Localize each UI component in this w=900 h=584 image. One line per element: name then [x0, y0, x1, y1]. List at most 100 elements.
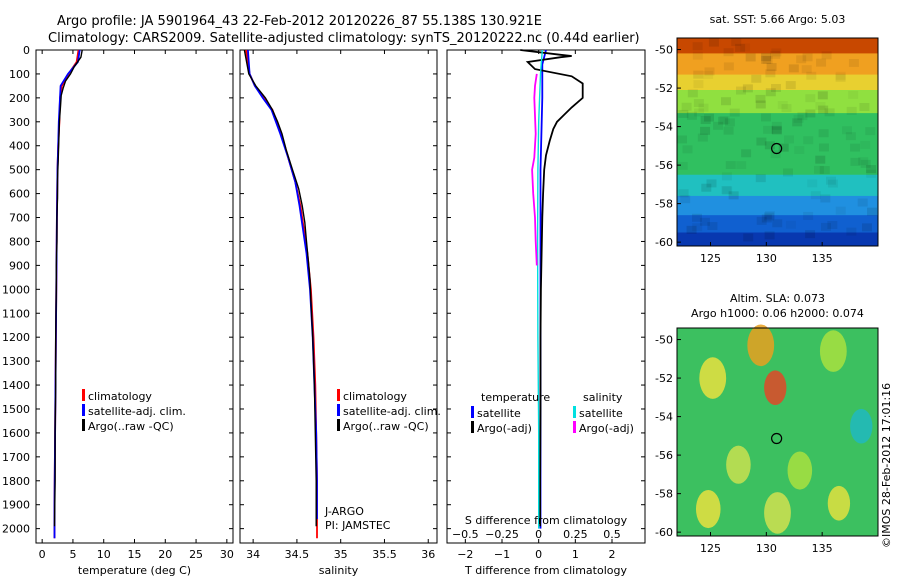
sst-texture-pixel	[784, 135, 795, 144]
salinity-legend-entry-swatch	[337, 419, 340, 431]
diff-legend-sal-argo-label: Argo(-adj)	[579, 422, 634, 435]
sst-texture-pixel	[718, 116, 729, 125]
sla_map-ytick-label: -58	[655, 488, 673, 501]
sla-map-panel: Altim. SLA: 0.073 Argo h1000: 0.06 h2000:…	[655, 292, 879, 555]
sst-texture-pixel	[681, 102, 692, 111]
sst-texture-pixel	[724, 118, 735, 127]
sst-texture-pixel	[805, 109, 816, 118]
diff-legend-sal-satellite-label: satellite	[579, 407, 623, 420]
salinity-xtick-label: 35.5	[372, 548, 397, 561]
sst-texture-pixel	[866, 169, 877, 178]
sst-texture-pixel	[686, 111, 697, 120]
sst-texture-pixel	[686, 225, 697, 234]
salinity-legend-entry-swatch	[337, 389, 340, 401]
difference-xtick2-label: 0.25	[563, 528, 588, 541]
salinity-frame	[239, 49, 438, 544]
difference-frame	[446, 49, 646, 544]
sla-anomaly-blob	[787, 451, 813, 490]
sla-anomaly-blob	[695, 489, 721, 529]
sst-texture-pixel	[824, 108, 835, 117]
sst-texture-pixel	[815, 155, 826, 164]
sst-texture-pixel	[772, 219, 783, 228]
sst-texture-pixel	[821, 51, 832, 60]
sst-texture-pixel	[805, 94, 816, 103]
temperature-xlabel: temperature (deg C)	[78, 564, 191, 577]
difference-series-1	[520, 49, 584, 527]
sst-texture-pixel	[827, 179, 838, 188]
sst-texture-pixel	[713, 121, 724, 130]
sst-texture-pixel	[861, 223, 872, 232]
sst-texture-pixel	[693, 80, 704, 89]
difference-xtick-label: −1	[494, 548, 510, 561]
sst-texture-pixel	[797, 112, 808, 121]
sst-texture-pixel	[857, 198, 868, 207]
temperature-ytick-label: 700	[9, 212, 30, 225]
sst-texture-pixel	[731, 38, 742, 47]
sst-texture-pixel	[825, 176, 836, 185]
sst-texture-pixel	[820, 194, 831, 203]
temperature-xtick-label: 20	[158, 548, 172, 561]
sst-texture-pixel	[865, 127, 876, 136]
difference-series-2	[536, 49, 543, 529]
sst-texture-pixel	[728, 191, 739, 200]
sst-texture-pixel	[813, 165, 824, 174]
sst-texture-pixel	[694, 108, 705, 117]
sst-texture-pixel	[860, 159, 871, 168]
difference-series-3	[531, 73, 538, 266]
sla_map-ytick-label: -52	[655, 372, 673, 385]
temperature-series-1	[53, 49, 81, 539]
sst-texture-pixel	[736, 161, 747, 170]
temperature-ytick-label: 1900	[2, 499, 30, 512]
temperature-ytick-label: 1100	[2, 307, 30, 320]
sst-texture-pixel	[692, 42, 703, 51]
sla-map-subtitle: Argo h1000: 0.06 h2000: 0.074	[691, 307, 864, 320]
sla-anomaly-blob	[764, 492, 791, 534]
sst-texture-pixel	[806, 71, 817, 80]
salinity-series-1	[247, 49, 318, 520]
sst-texture-pixel	[707, 222, 718, 231]
sst-texture-pixel	[803, 136, 814, 145]
sst-texture-pixel	[678, 189, 689, 198]
pi-label: PI: JAMSTEC	[325, 519, 391, 532]
title-line-1: Argo profile: JA 5901964_43 22-Feb-2012 …	[57, 14, 542, 29]
sst-texture-pixel	[692, 51, 703, 60]
temperature-ytick-label: 1400	[2, 379, 30, 392]
sla-anomaly-blob	[764, 370, 787, 406]
sst-texture-pixel	[756, 216, 767, 225]
temperature-legend-entry-label: climatology	[88, 390, 152, 403]
sst-texture-pixel	[820, 222, 831, 231]
sla-anomaly-blob	[726, 445, 751, 484]
sla_map-ytick-label: -60	[655, 526, 673, 539]
sst-texture-pixel	[766, 63, 777, 72]
sst_map-ytick-label: -54	[655, 121, 673, 134]
sst-texture-pixel	[782, 168, 793, 177]
sla_map-xtick-label: 135	[812, 542, 833, 555]
temperature-xtick-label: 10	[97, 548, 111, 561]
sst-texture-pixel	[777, 100, 788, 109]
sst-texture-pixel	[693, 99, 704, 108]
sst-band	[677, 38, 878, 54]
diff-legend-sal-argo-swatch	[573, 421, 576, 433]
sst_map-xtick-label: 125	[700, 252, 721, 265]
sst-texture-pixel	[703, 70, 714, 79]
sst-texture-pixel	[810, 191, 821, 200]
sst-texture-pixel	[846, 106, 857, 115]
sla-map-title: Altim. SLA: 0.073	[730, 292, 825, 305]
copyright-stamp: ©IMOS 28-Feb-2012 17:01:16	[880, 383, 893, 548]
temperature-ytick-label: 1800	[2, 475, 30, 488]
sst-texture-pixel	[793, 114, 804, 123]
sst-texture-pixel	[761, 53, 772, 62]
sst-texture-pixel	[778, 143, 789, 152]
salinity-series-2	[243, 49, 317, 527]
sla-anomaly-blob	[747, 324, 775, 367]
sst-texture-pixel	[743, 233, 754, 242]
sla_map-ytick-label: -56	[655, 449, 673, 462]
sla-anomaly-blob	[827, 485, 851, 521]
sst-texture-pixel	[781, 104, 792, 113]
sst-texture-pixel	[850, 157, 861, 166]
temperature-ytick-label: 1300	[2, 355, 30, 368]
sla_map-ytick-label: -50	[655, 334, 673, 347]
sst-texture-pixel	[801, 65, 812, 74]
salinity-legend-entry-label: climatology	[343, 390, 407, 403]
